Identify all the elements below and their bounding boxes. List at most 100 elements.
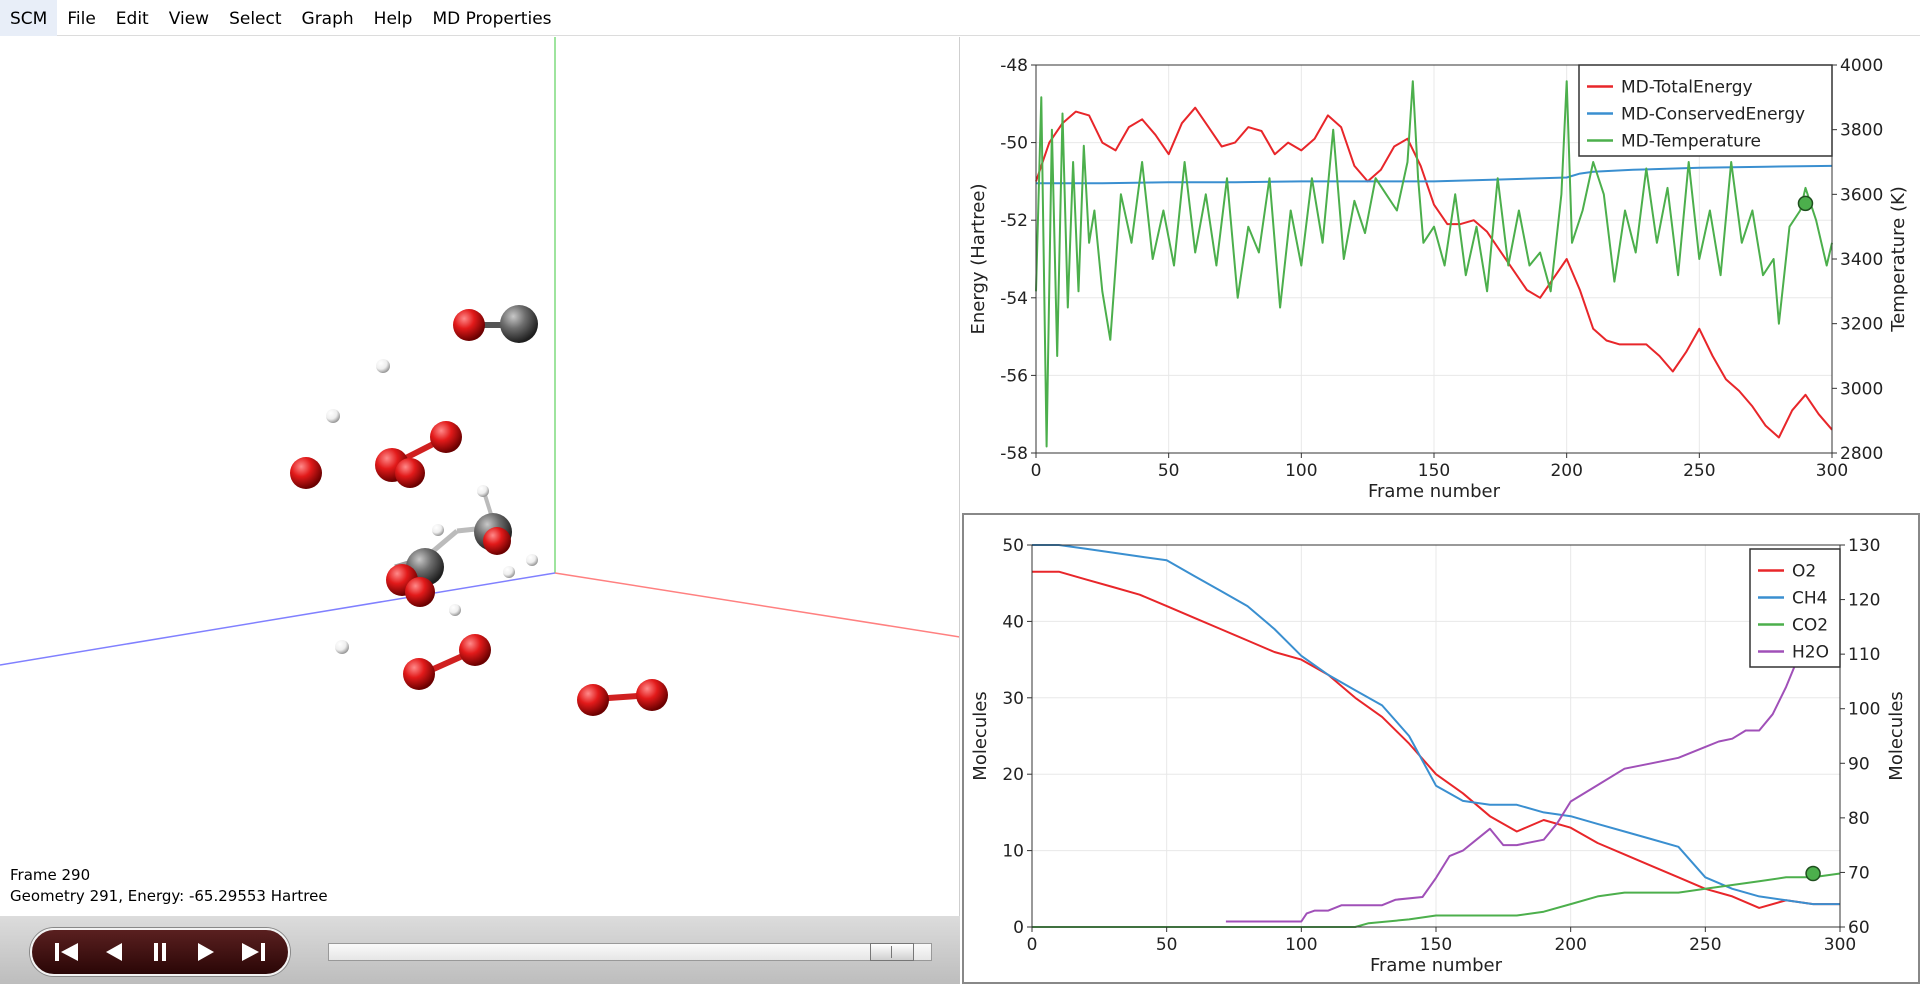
playback-controls: [30, 928, 290, 976]
oxygen-atom: [403, 658, 435, 690]
y-tick-label-left: 40: [1002, 612, 1024, 632]
y-tick-label-right: 3600: [1840, 185, 1883, 205]
series-line-md-temperature: [1035, 80, 1833, 448]
menu-select[interactable]: Select: [229, 8, 282, 29]
frame-info: Frame 290 Geometry 291, Energy: -65.2955…: [10, 865, 328, 907]
oxygen-atom: [395, 458, 425, 488]
x-axis-label: Frame number: [1370, 955, 1503, 976]
legend-label-md-totalenergy: MD-TotalEnergy: [1621, 78, 1753, 98]
legend-label-h2o: H2O: [1792, 643, 1829, 663]
legend-label-co2: CO2: [1792, 616, 1828, 636]
y-tick-label-right: 3000: [1840, 379, 1883, 399]
x-tick-label: 50: [1156, 935, 1178, 955]
menu-graph[interactable]: Graph: [301, 8, 354, 29]
z-axis-line: [0, 572, 556, 666]
pause-button[interactable]: [140, 932, 180, 972]
next-frame-button[interactable]: [186, 932, 226, 972]
current-frame-marker: [1797, 195, 1814, 212]
x-tick-label: 300: [1816, 461, 1848, 481]
series-line-h2o: [1225, 642, 1814, 923]
y-tick-label-right: 90: [1848, 754, 1870, 774]
y-tick-label-left: -50: [1000, 134, 1028, 154]
molecule-scene[interactable]: [0, 37, 960, 984]
oxygen-atom: [405, 577, 435, 607]
y-tick-label-right: 80: [1848, 809, 1870, 829]
molecule-count-plot[interactable]: 0 50 100 150 200 250 300 50 40 30 20 10 0 130 120 110 10…: [962, 513, 1920, 984]
hydrogen-atom: [326, 409, 340, 423]
y-tick-label-right: 110: [1848, 645, 1880, 665]
x-tick-label: 250: [1689, 935, 1721, 955]
menu-bar: SCM File Edit View Select Graph Help MD …: [0, 0, 1920, 36]
y-tick-label-left: 30: [1002, 689, 1024, 709]
y-tick-label-right: 3200: [1840, 315, 1883, 335]
legend-label-md-conservedenergy: MD-ConservedEnergy: [1621, 105, 1805, 125]
y-tick-label-left: -48: [1000, 56, 1028, 76]
legend-box: [1749, 548, 1841, 668]
y-tick-label-right: 70: [1848, 863, 1870, 883]
pause-icon: [153, 943, 166, 961]
y-tick-label-left: 0: [1013, 918, 1024, 938]
x-tick-label: 300: [1824, 935, 1856, 955]
x-tick-label: 150: [1418, 461, 1450, 481]
menu-edit[interactable]: Edit: [115, 8, 149, 29]
frame-label: Frame 290: [10, 866, 91, 884]
hydrogen-atom: [526, 554, 538, 566]
hydrogen-atom: [477, 485, 489, 497]
y-tick-label-left: 10: [1002, 842, 1024, 862]
y-tick-label-right: 120: [1848, 591, 1880, 611]
y-tick-label-right: 100: [1848, 700, 1880, 720]
y-tick-label-left: 50: [1002, 536, 1024, 556]
menu-scm[interactable]: SCM: [0, 0, 58, 36]
hydrogen-atom: [503, 566, 515, 578]
step-back-icon: [105, 943, 122, 961]
previous-frame-button[interactable]: [94, 932, 134, 972]
y-axis-label-left: Molecules: [970, 691, 991, 780]
y-tick-label-right: 60: [1848, 918, 1870, 938]
first-frame-button[interactable]: [47, 932, 87, 972]
hydrogen-atom: [335, 640, 349, 654]
hydrogen-atom: [376, 359, 390, 373]
current-frame-marker: [1805, 865, 1821, 882]
legend-box: [1578, 64, 1833, 157]
skip-to-start-icon: [55, 943, 79, 961]
oxygen-atom: [577, 684, 609, 716]
x-axis-label: Frame number: [1368, 481, 1501, 502]
series-line-md-totalenergy: [1035, 106, 1833, 439]
x-axis-line: [554, 572, 959, 638]
y-tick-label-right: 2800: [1840, 444, 1883, 464]
x-tick-label: 100: [1285, 935, 1317, 955]
menu-help[interactable]: Help: [373, 8, 413, 29]
menu-view[interactable]: View: [168, 8, 210, 29]
y-tick-label-left: -54: [1000, 289, 1028, 309]
y-tick-label-left: -56: [1000, 366, 1028, 386]
frame-slider-thumb[interactable]: [870, 943, 914, 961]
molecule-viewer[interactable]: Frame 290 Geometry 291, Energy: -65.2955…: [0, 37, 960, 984]
carbon-atom: [500, 305, 538, 343]
menu-md-properties[interactable]: MD Properties: [432, 8, 552, 29]
molecules-chart: 0 50 100 150 200 250 3005040302010013012011010…: [970, 536, 1907, 976]
hydrogen-atom: [432, 524, 444, 536]
y-axis-label-left: Energy (Hartree): [968, 184, 989, 335]
energy-chart: 0 50 100 150 200 250 300 -48 -50 -52 -54 -56 -58 4000…: [968, 56, 1909, 502]
legend-label-ch4: CH4: [1792, 589, 1827, 609]
oxygen-atom: [453, 309, 485, 341]
last-frame-button[interactable]: [233, 932, 273, 972]
y-axis-label-right: Molecules: [1886, 691, 1907, 780]
y-tick-label-right: 3400: [1840, 250, 1883, 270]
y-tick-label-right: 3800: [1840, 121, 1883, 141]
legend-label-o2: O2: [1792, 562, 1816, 582]
hydrogen-atom: [449, 604, 461, 616]
energy-temperature-plot[interactable]: 0 50 100 150 200 250 300 -48 -50 -52 -54 -56 -58 4000…: [962, 37, 1920, 513]
oxygen-atom: [636, 679, 668, 711]
x-tick-label: 200: [1550, 461, 1582, 481]
menu-file[interactable]: File: [67, 8, 96, 29]
step-forward-icon: [198, 943, 215, 961]
x-tick-label: 200: [1554, 935, 1586, 955]
oxygen-atom: [483, 527, 511, 555]
x-tick-label: 50: [1158, 461, 1180, 481]
series-line-ch4: [1032, 544, 1840, 906]
frame-slider-track[interactable]: [328, 943, 932, 961]
x-tick-label: 100: [1285, 461, 1317, 481]
x-tick-label: 150: [1420, 935, 1452, 955]
oxygen-atom: [459, 634, 491, 666]
